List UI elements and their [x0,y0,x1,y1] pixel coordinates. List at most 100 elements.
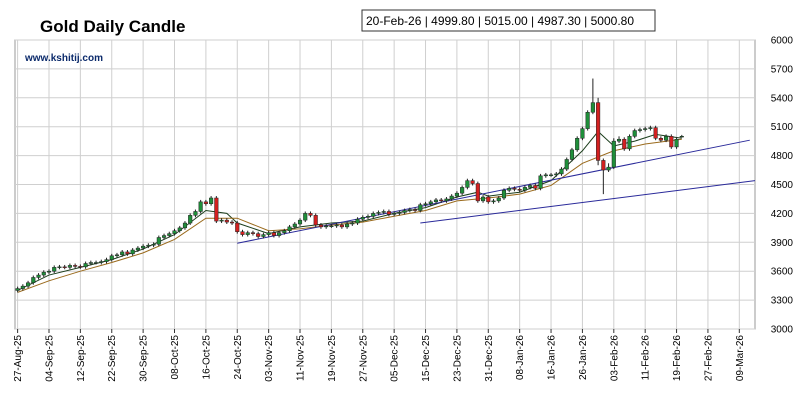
x-tick-label: 12-Sep-25 [76,335,87,382]
candle-body [292,223,297,228]
candle-body [460,187,465,194]
candle-body [669,136,674,148]
x-tick-label: 15-Dec-25 [421,335,432,382]
candle-body [41,271,46,276]
candle-body [507,188,512,191]
candle-body [376,212,381,214]
candle-body [528,185,533,188]
candle-body [99,261,104,263]
candle-body [428,201,433,205]
candle-body [135,247,140,251]
x-tick-label: 19-Feb-26 [672,335,683,382]
candle-body [339,224,344,228]
candle-body [109,255,114,260]
candle-body [130,249,135,255]
x-tick-label: 27-Nov-25 [358,335,369,382]
candle-body [575,138,580,151]
candle-body [78,266,83,268]
candle-body [303,213,308,221]
y-tick-label: 3600 [771,267,794,278]
y-tick-label: 4200 [771,209,794,220]
candle-body [564,159,569,170]
candle-body [402,210,407,213]
candle-body [538,175,543,189]
x-tick-label: 11-Feb-26 [641,335,652,381]
candle-body [355,218,360,224]
candle-body [418,204,423,211]
candle-body [219,219,224,222]
candle-body [522,187,527,191]
candle-body [465,180,470,188]
x-tick-label: 05-Dec-25 [390,335,401,382]
candle-body [423,203,428,205]
x-tick-label: 16-Jan-26 [547,335,558,380]
info-text: 20-Feb-26 | 4999.80 | 5015.00 | 4987.30 … [366,14,634,28]
candle-body [52,267,57,272]
candle-body [324,225,329,228]
candle-body [188,215,193,224]
candle-body [407,209,412,211]
candle-body [622,138,627,150]
candle-body [470,180,475,184]
candle-body [585,112,590,129]
candle-body [365,216,371,218]
y-tick-label: 5400 [771,93,794,104]
candle-body [616,138,622,142]
candle-body [486,196,491,203]
candle-body [156,237,161,245]
candle-body [120,251,125,256]
y-tick-label: 4500 [771,180,794,191]
candle-body [266,232,271,235]
candle-body [559,168,564,175]
candle-body [601,160,606,171]
candle-body [543,174,548,177]
y-tick-label: 3900 [771,238,794,249]
candle-body [67,265,72,268]
y-tick-label: 3300 [771,296,794,307]
candle-body [271,232,276,236]
info-box [361,9,656,32]
candle-body [345,223,350,228]
candle-body [104,259,109,262]
candle-body [360,217,365,220]
candle-body [46,270,52,273]
candle-body [643,128,648,130]
candle-body [481,196,486,202]
candle-body [209,197,214,205]
candle-body [533,185,538,189]
candle-body [125,251,130,255]
candle-body [73,265,78,267]
x-tick-label: 08-Oct-25 [170,335,181,380]
x-tick-label: 27-Feb-26 [703,335,714,382]
candle-body [658,138,663,141]
candle-body [214,197,219,222]
x-tick-label: 16-Oct-25 [201,335,212,380]
x-tick-label: 22-Sep-25 [107,335,118,382]
candle-body [501,190,507,199]
x-tick-label: 31-Dec-25 [484,335,495,382]
candle-body [381,211,386,213]
candle-body [444,198,449,202]
plot-area: 3000 3300 3600 3900 4200 4500 4800 5100 5400 5700… [13,36,793,382]
candle-body [475,183,480,202]
candle-body [198,201,203,212]
y-tick-label: 4800 [771,151,794,162]
y-tick-label: 5700 [771,64,794,75]
candle-body [94,262,99,264]
x-tick-label: 03-Nov-25 [264,335,275,382]
candle-body [548,174,554,176]
x-tick-label: 30-Sep-25 [139,335,150,382]
line [420,180,756,224]
candle-body [350,222,355,225]
candle-body [439,199,444,202]
candle-body [256,233,261,237]
candle-body [392,213,397,215]
candle-body [637,129,642,131]
candle-body [250,232,256,234]
candle-body [653,127,658,139]
candle-body [596,102,601,161]
candle-body [146,244,151,247]
candle-body [386,211,391,215]
candle-body [632,130,637,137]
